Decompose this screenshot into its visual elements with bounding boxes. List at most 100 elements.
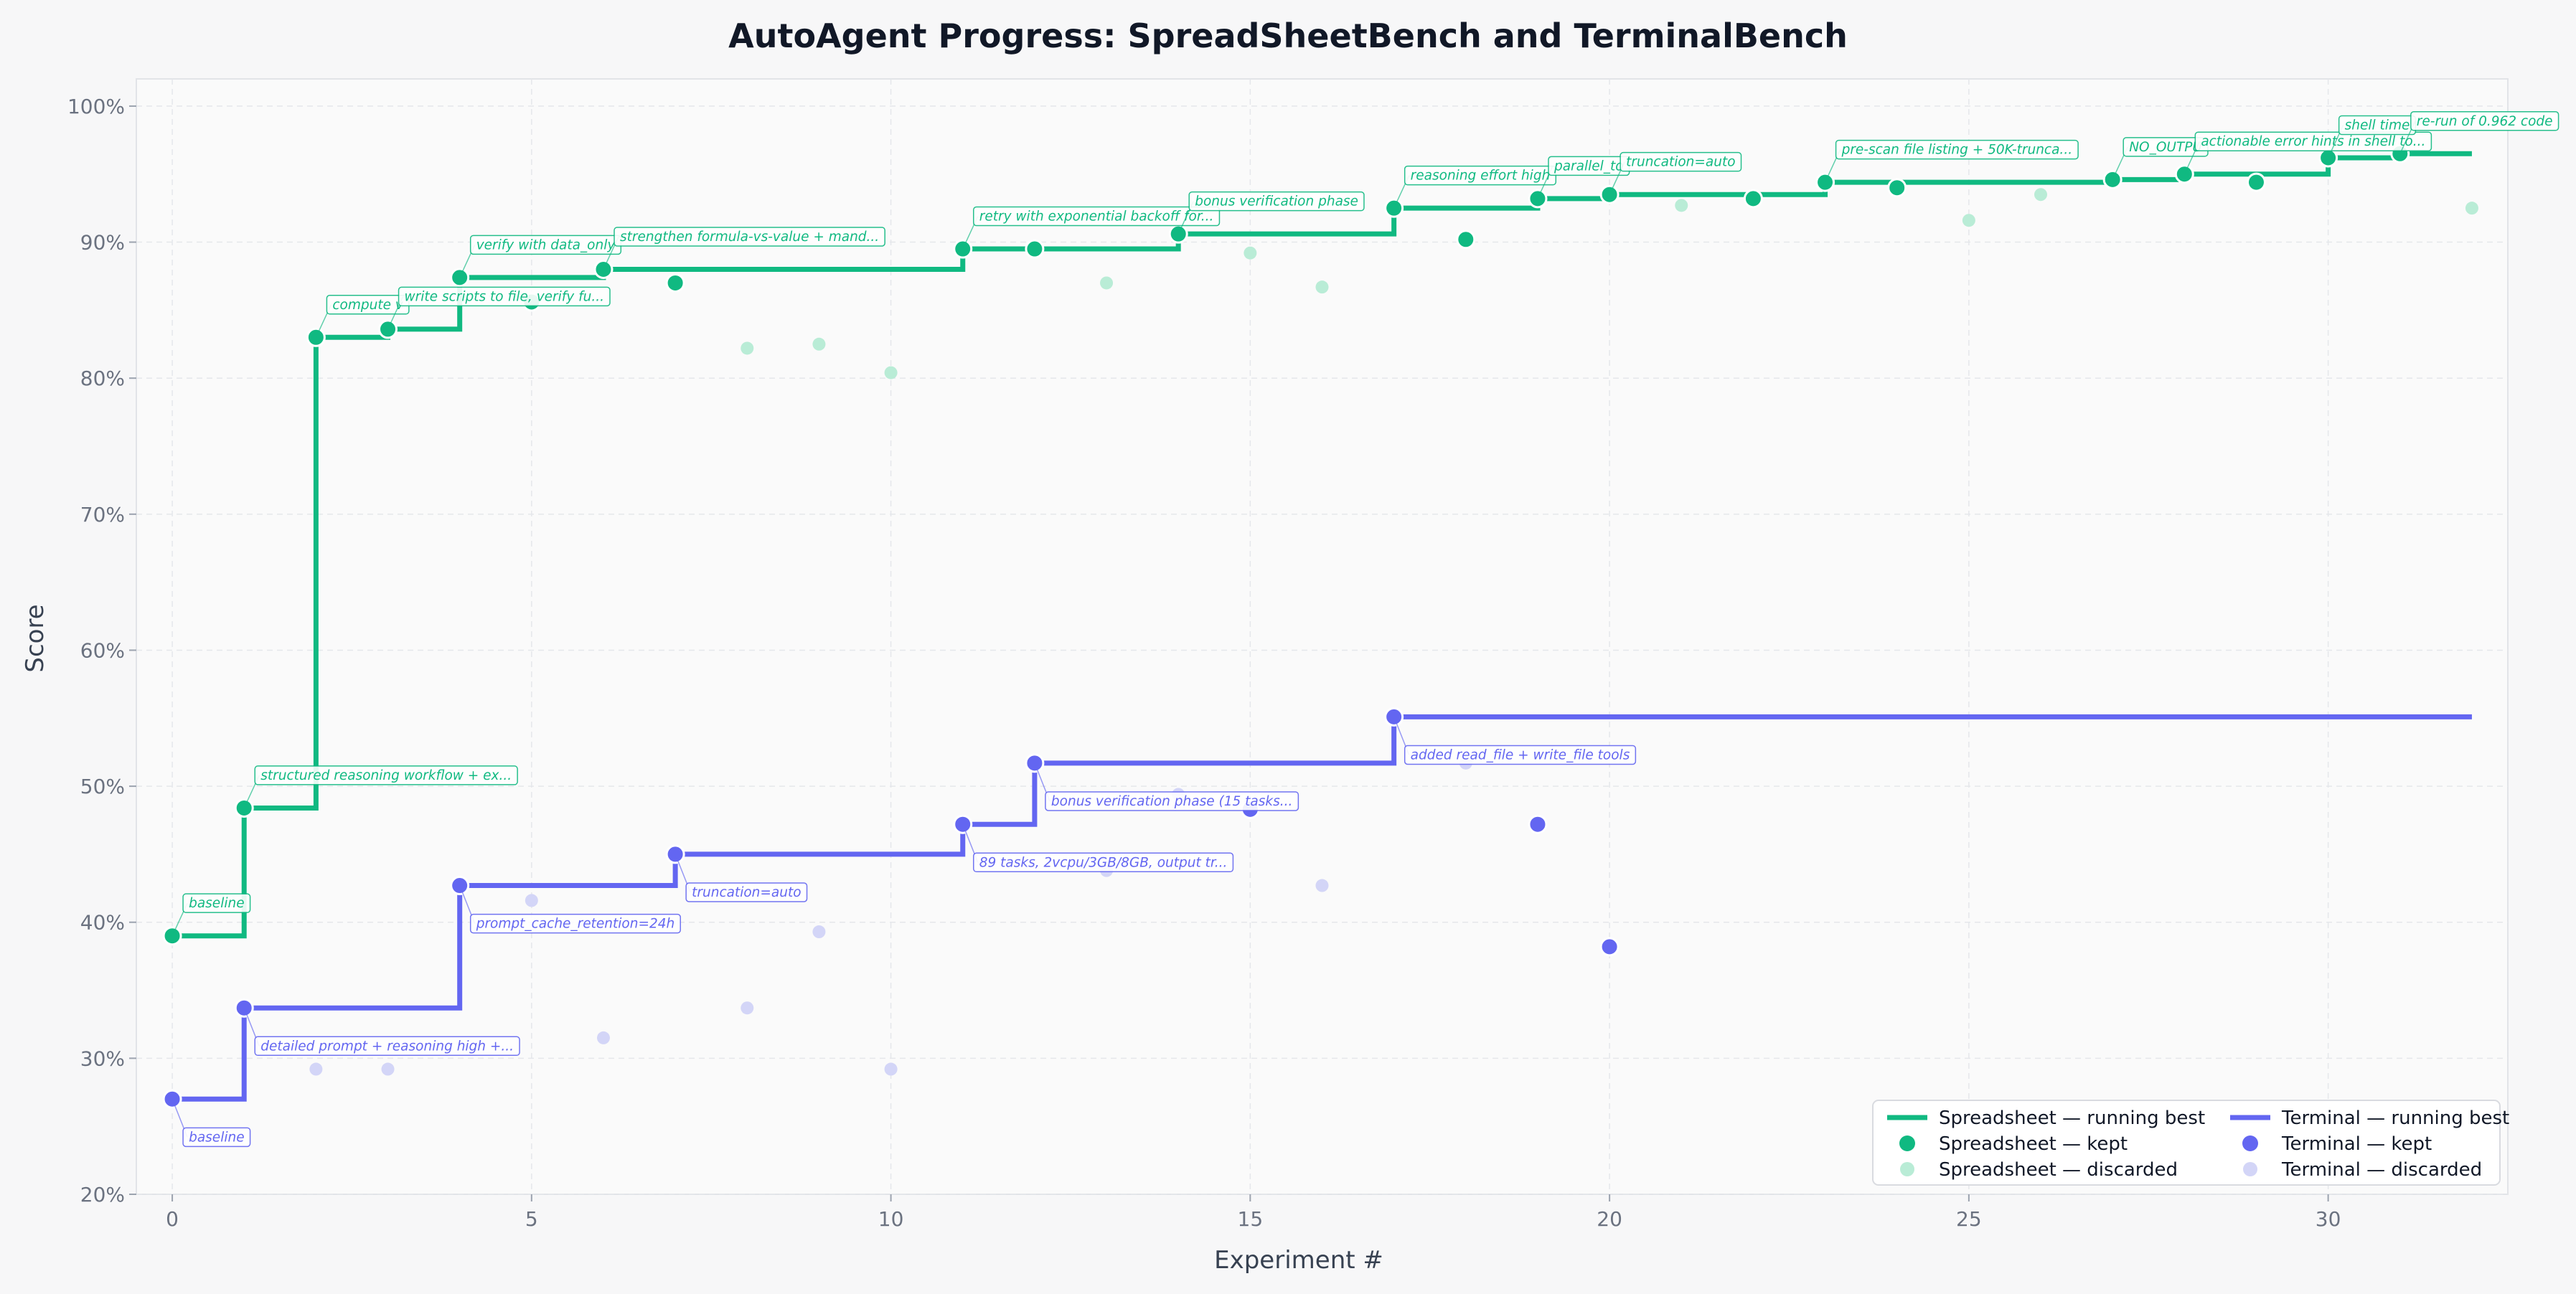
annotation-box [685,882,808,902]
annotation-label: truncation=auto [692,885,801,900]
spreadsheet-discarded-point [1244,246,1257,260]
spreadsheet-kept-point [1743,189,1763,209]
terminal-annotation: detailed prompt + reasoning high +... [243,1007,520,1057]
spreadsheet-discarded-point [741,341,754,355]
spreadsheet-annotation: reasoning effort high [1393,165,1557,209]
annotation-label: strengthen formula-vs-value + mand... [620,230,879,245]
annotation-label: baseline [189,1130,245,1145]
y-tick-label: 50% [80,775,125,798]
annotation-label: prompt_cache_retention=24h [476,917,675,932]
terminal-discarded-point [381,1062,395,1076]
annotation-label: 89 tasks, 2vcpu/3GB/8GB, output tr... [979,855,1228,870]
spreadsheet-annotation: parallel_to [1537,156,1630,199]
annotation-label: truncation=auto [1626,155,1735,170]
terminal-annotation: prompt_cache_retention=24h [459,885,681,934]
y-tick-label: 30% [80,1047,125,1070]
spreadsheet-annotation: pre-scan file listing + 50K-trunca... [1824,139,2079,183]
terminal-kept-point [1599,937,1620,957]
annotation-box [254,1036,520,1057]
annotation-label: verify with data_only [476,237,616,252]
annotation-label: reasoning effort high [1411,169,1551,184]
annotation-box [1835,139,2079,160]
x-tick-label: 0 [166,1207,179,1231]
spreadsheet-annotation: compute v [315,295,410,338]
terminal-annotation: truncation=auto [674,854,808,902]
y-tick-label: 60% [80,638,125,662]
x-axis-label: Experiment # [1214,1246,1383,1275]
legend-label: Terminal — kept [2281,1133,2432,1155]
annotation-box [1045,791,1299,811]
legend-item: Spreadsheet — kept [1899,1133,2128,1155]
spreadsheet-discarded-point [2465,202,2478,215]
annotation-label: re-run of 0.962 code [2417,114,2553,129]
grid [136,79,2508,1195]
x-tick-label: 25 [1956,1207,1982,1231]
spreadsheet-annotation: bonus verification phase [1177,191,1365,235]
y-tick-label: 70% [80,503,125,526]
spreadsheet-annotation: baseline [171,893,251,937]
series-dots [162,143,2478,1109]
annotation-box [973,852,1234,873]
annotation-label: detailed prompt + reasoning high +... [260,1039,514,1054]
annotation-box [973,206,1221,227]
y-tick-label: 100% [67,95,125,118]
spreadsheet-kept-point [1887,178,1907,198]
annotation-label: retry with exponential backoff for... [979,209,1214,225]
axis-ticks: 20% 30% 40% 50% 60% 70% 80% 90% 100% 0 5 10 15 20 25 30 [67,95,2341,1231]
x-tick-label: 30 [2316,1207,2341,1231]
terminal-discarded-point [309,1062,323,1076]
terminal-running-best-line [172,714,2472,1102]
annotation-box [182,893,251,913]
spreadsheet-discarded-point [1100,276,1114,290]
annotation-label: NO_OUTPU [2129,140,2202,155]
spreadsheet-discarded-point [1675,199,1688,212]
annotation-label: bonus verification phase (15 tasks... [1051,794,1292,809]
annotation-label: actionable error hints in shell to... [2201,134,2425,149]
spreadsheet-annotation: structured reasoning workflow + ex... [243,765,518,808]
spreadsheet-annotation: shell time [2327,115,2417,159]
spreadsheet-discarded-point [1962,214,1975,227]
spreadsheet-discarded-point [2034,188,2048,202]
y-tick-label: 40% [80,911,125,935]
annotation-box [2194,131,2432,151]
legend-swatch [2243,1162,2257,1176]
chart-title: AutoAgent Progress: SpreadSheetBench and… [728,16,1848,55]
annotation-label: parallel_to [1553,159,1624,174]
annotation-box [2410,111,2559,131]
terminal-discarded-point [812,925,826,939]
annotation-box [1404,745,1637,765]
spreadsheet-kept-point [2246,172,2266,192]
y-axis-label: Score [21,604,50,672]
spreadsheet-kept-point [2102,169,2123,189]
spreadsheet-annotation: strengthen formula-vs-value + mand... [603,227,885,270]
annotation-label: baseline [189,896,245,911]
annotation-label: write scripts to file, verify fu... [405,289,604,304]
annotations: baseline structured reasoning workflow + … [171,111,2559,1148]
x-tick-label: 5 [525,1207,538,1231]
legend-label: Terminal — discarded [2281,1159,2482,1181]
terminal-discarded-point [525,894,538,907]
spreadsheet-discarded-point [884,366,898,379]
legend-label: Spreadsheet — discarded [1939,1159,2178,1181]
spreadsheet-kept-point [1456,230,1476,250]
legend-swatch [1899,1135,1915,1151]
x-tick-label: 10 [878,1207,904,1231]
annotation-label: added read_file + write_file tools [1411,747,1630,762]
spreadsheet-discarded-point [812,337,826,351]
terminal-discarded-point [1315,879,1329,892]
annotation-box [182,1127,251,1148]
annotation-box [469,913,681,934]
terminal-annotation: added read_file + write_file tools [1393,717,1637,765]
legend-swatch [2242,1135,2258,1151]
legend-label: Spreadsheet — kept [1939,1133,2128,1155]
spreadsheet-discarded-point [1315,280,1329,294]
spreadsheet-annotation: retry with exponential backoff for... [962,206,1221,250]
spreadsheet-annotation: re-run of 0.962 code [2399,111,2559,154]
legend-label: Spreadsheet — running best [1939,1108,2205,1129]
y-tick-label: 90% [80,231,125,255]
legend-item: Spreadsheet — running best [1887,1108,2205,1129]
annotation-label: compute v [332,298,403,313]
legend-item: Spreadsheet — discarded [1900,1159,2178,1181]
spreadsheet-annotation: verify with data_only [459,235,622,278]
